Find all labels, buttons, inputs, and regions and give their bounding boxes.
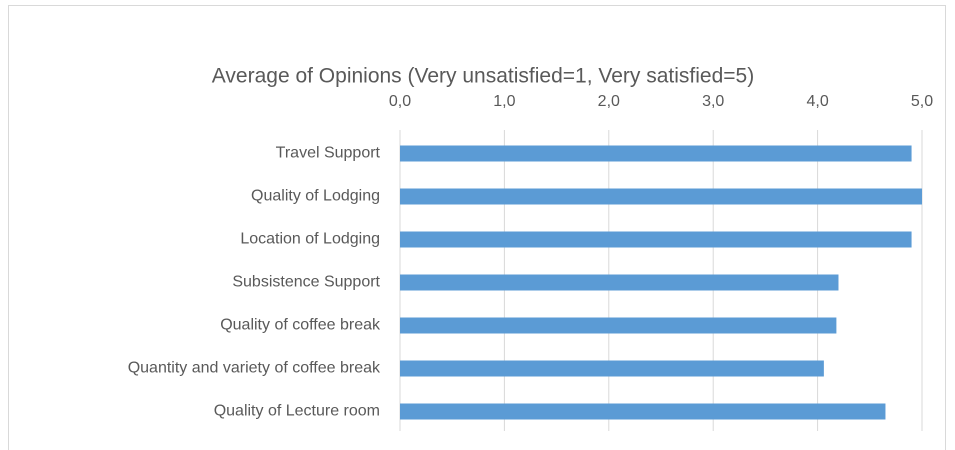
x-tick-label: 4,0 (806, 93, 828, 110)
y-tick-label: Quality of coffee break (220, 317, 381, 334)
bar (400, 274, 839, 291)
x-tick-label: 0,0 (389, 93, 411, 110)
bar (400, 360, 824, 377)
y-tick-label: Quantity and variety of coffee break (128, 360, 381, 377)
y-tick-label: Subsistence Support (232, 274, 380, 291)
y-tick-label: Travel Support (276, 145, 381, 162)
bar (400, 403, 886, 420)
bar (400, 145, 912, 162)
bar (400, 188, 922, 205)
bar (400, 231, 912, 248)
x-tick-label: 2,0 (598, 93, 620, 110)
y-tick-label: Quality of Lodging (251, 188, 380, 205)
chart-title: Average of Opinions (Very unsatisfied=1,… (212, 65, 754, 88)
x-tick-label: 3,0 (702, 93, 724, 110)
bar (400, 317, 837, 334)
y-tick-label: Location of Lodging (240, 231, 380, 248)
y-tick-label: Quality of Lecture room (214, 403, 380, 420)
x-tick-label: 1,0 (493, 93, 515, 110)
x-tick-label: 5,0 (911, 93, 933, 110)
